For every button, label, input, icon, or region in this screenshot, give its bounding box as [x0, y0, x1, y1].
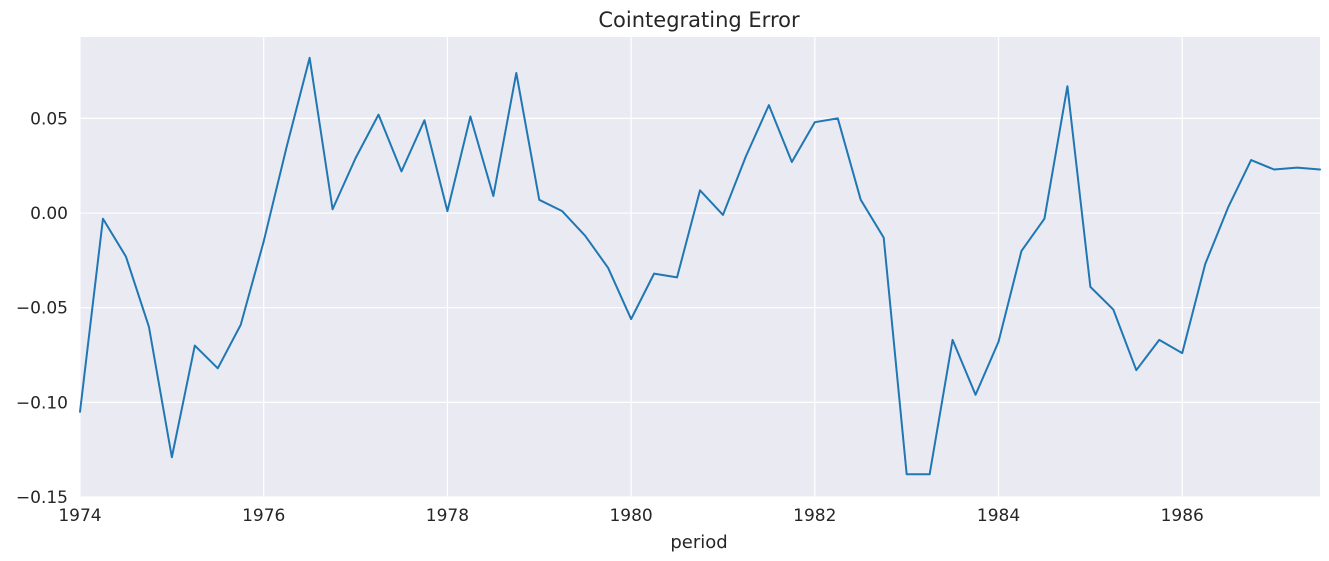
x-tick-label: 1980: [609, 506, 652, 526]
x-tick-label: 1978: [426, 506, 469, 526]
series-line: [79, 56, 1321, 476]
y-tick-label: −0.10: [16, 393, 68, 413]
x-axis: 1974 1976 1978 1980 1982 1984 1986: [58, 506, 1203, 526]
plot-area: [80, 37, 1320, 497]
x-tick-label: 1976: [242, 506, 285, 526]
series-layer: [79, 56, 1321, 476]
x-tick-label: 1982: [793, 506, 836, 526]
x-tick-label: 1986: [1161, 506, 1204, 526]
grid-lines: [79, 37, 1320, 498]
x-tick-label: 1974: [58, 506, 101, 526]
x-tick-label: 1984: [977, 506, 1020, 526]
y-tick-label: 0.05: [30, 109, 68, 129]
y-tick-label: 0.00: [30, 204, 68, 224]
y-tick-label: −0.15: [16, 488, 68, 508]
y-axis: −0.15 −0.10 −0.05 0.00 0.05: [16, 109, 68, 508]
chart-title: Cointegrating Error: [598, 8, 800, 32]
y-tick-label: −0.05: [16, 299, 68, 319]
x-axis-label: period: [670, 532, 727, 553]
